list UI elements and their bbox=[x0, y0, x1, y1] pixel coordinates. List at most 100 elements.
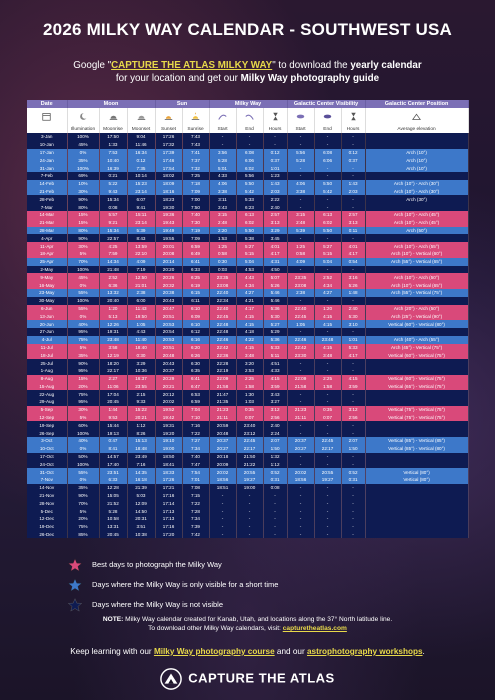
table-cell: - bbox=[287, 327, 315, 336]
table-cell: 5:33 bbox=[236, 195, 264, 204]
table-row: 4-Jul 75% 23:48 11:40 20:53 6:16 22:46 4:22 5:36… bbox=[27, 335, 469, 344]
hourglass-icon bbox=[350, 112, 356, 121]
table-row: 12-Dec 20% 10:58 20:31 17:13 7:34- - - - - - bbox=[27, 515, 469, 523]
capture-the-atlas-logo-icon bbox=[160, 668, 183, 690]
table-cell: - bbox=[287, 421, 315, 430]
table-cell: 2:38 bbox=[287, 288, 315, 297]
table-cell: - bbox=[314, 265, 342, 274]
table-cell: 2:57 bbox=[263, 210, 288, 219]
table-cell: 70% bbox=[67, 499, 100, 508]
table-cell: 7:15 bbox=[182, 491, 210, 500]
table-cell: 7:30 bbox=[182, 218, 210, 227]
subtitle-text: " to download the bbox=[272, 60, 351, 71]
table-cell: 2:07 bbox=[341, 437, 366, 445]
table-cell: Vertical (80°) bbox=[365, 468, 469, 477]
table-cell: - bbox=[287, 507, 315, 516]
table-cell: 4:09 bbox=[287, 257, 315, 266]
table-cell: 5:39 bbox=[287, 226, 315, 235]
table-cell: 3:58 bbox=[99, 343, 128, 352]
table-cell: 9:41 bbox=[127, 203, 156, 211]
search-term-link[interactable]: CAPTURE THE ATLAS MILKY WAY bbox=[111, 60, 273, 71]
course-link[interactable]: Milky Way photography course bbox=[153, 647, 275, 656]
calendar-table-panel: Date Moon Sun Milky Way Galactic Center … bbox=[27, 100, 469, 668]
table-cell: 6:02 bbox=[314, 218, 342, 227]
table-row: 6-Jun 55% 1:20 11:43 20:47 6:10 22:40 4:17 5:36 2… bbox=[27, 304, 469, 313]
table-cell: 7:47 bbox=[182, 460, 210, 469]
date-cell: 25-Apr bbox=[27, 257, 68, 266]
table-cell: 6:08 bbox=[314, 148, 342, 157]
table-cell: 18:16 bbox=[155, 187, 183, 196]
table-cell bbox=[365, 515, 469, 523]
table-row: 4-Apr 90% 22:57 8:43 19:55 7:09 1:53 5:38 3:45- -… bbox=[27, 234, 469, 243]
table-cell: 1:25 bbox=[287, 242, 315, 250]
table-cell bbox=[365, 507, 469, 516]
table-cell: 17:26 bbox=[155, 476, 183, 484]
table-cell: 21:47 bbox=[209, 390, 237, 399]
table-cell: 55% bbox=[67, 468, 100, 477]
header-icon-cell bbox=[263, 108, 288, 126]
header-icon-cell bbox=[67, 108, 100, 126]
table-cell: 5:11 bbox=[263, 351, 288, 360]
table-cell: 22:42 bbox=[209, 343, 237, 352]
table-cell: - bbox=[287, 195, 315, 204]
table-cell: - bbox=[209, 530, 237, 539]
table-cell: - bbox=[236, 507, 264, 516]
date-cell: 31-Oct bbox=[27, 468, 68, 477]
table-cell: 5:28 bbox=[209, 156, 237, 165]
table-cell: 23:40 bbox=[236, 421, 264, 430]
table-cell: 1:03 bbox=[236, 398, 264, 406]
table-cell: - bbox=[287, 429, 315, 438]
table-cell: 19:27 bbox=[236, 476, 264, 484]
table-cell: 20:48 bbox=[155, 351, 183, 360]
date-cell: 27-Jun bbox=[27, 327, 68, 336]
table-cell: 20:45 bbox=[99, 530, 128, 539]
table-cell: 9:53 bbox=[99, 413, 128, 422]
table-cell: 4:17 bbox=[341, 351, 366, 360]
table-cell: 3:29 bbox=[127, 359, 156, 367]
table-row: 11-Jul 5% 3:58 18:40 20:51 6:20 22:42 4:15 5:33 2… bbox=[27, 343, 469, 352]
table-cell: 15:13 bbox=[127, 437, 156, 445]
table-cell: - bbox=[287, 499, 315, 508]
table-cell: 5:50 bbox=[314, 179, 342, 188]
website-link[interactable]: capturetheatlas.com bbox=[282, 625, 347, 632]
table-cell: 1:50 bbox=[263, 444, 288, 453]
table-cell: - bbox=[236, 515, 264, 523]
table-cell: 19:36 bbox=[155, 210, 183, 219]
table-cell: Vertical (80°) bbox=[365, 476, 469, 484]
table-cell: 14:35 bbox=[127, 468, 156, 477]
table-cell: 100% bbox=[67, 164, 100, 172]
table-row: 25-Apr 70% 14:34 4:09 20:14 6:41 0:30 5:04 4:31 4… bbox=[27, 257, 469, 266]
table-cell: 2:07 bbox=[263, 437, 288, 445]
workshops-link[interactable]: astrophotography workshops bbox=[306, 647, 423, 656]
table-cell: 0:47 bbox=[99, 437, 128, 445]
table-cell: - bbox=[314, 460, 342, 469]
table-cell: 23:55 bbox=[127, 382, 156, 391]
table-cell: Arch (10°) bbox=[365, 156, 469, 165]
table-cell: 0:52 bbox=[263, 468, 288, 477]
table-cell: 11:06 bbox=[99, 382, 128, 391]
table-cell: 7:10 bbox=[182, 413, 210, 422]
table-cell: 7:34 bbox=[182, 444, 210, 453]
header-sub-label: Moonset bbox=[127, 126, 156, 133]
table-cell: - bbox=[236, 491, 264, 500]
table-cell: 20:21 bbox=[127, 413, 156, 422]
table-cell: 5:07 bbox=[263, 273, 288, 282]
table-row: 31-Jan 100% 16:39 7:35 17:54 7:32 5:01 6:02 1:01… bbox=[27, 164, 469, 172]
table-cell: 5% bbox=[67, 413, 100, 422]
table-cell bbox=[365, 359, 469, 367]
table-cell: 0:12 bbox=[263, 148, 288, 157]
table-row: 20-Jun 40% 12:26 1:05 20:53 6:10 22:48 4:15 5:27… bbox=[27, 320, 469, 328]
table-cell bbox=[365, 530, 469, 539]
table-cell: 17:04 bbox=[99, 390, 128, 399]
table-cell: - bbox=[341, 499, 366, 508]
date-cell: 14-Mar bbox=[27, 210, 68, 219]
table-cell: 2:57 bbox=[341, 210, 366, 219]
table-cell: 2:03 bbox=[263, 187, 288, 196]
table-cell: 3:43 bbox=[209, 203, 237, 211]
header-sub-label: End bbox=[236, 126, 264, 133]
date-cell: 5-Dec bbox=[27, 507, 68, 516]
table-cell: 23:51 bbox=[99, 468, 128, 477]
table-cell: 7:50 bbox=[182, 203, 210, 211]
table-cell bbox=[365, 499, 469, 508]
table-cell: 22:34 bbox=[209, 296, 237, 305]
